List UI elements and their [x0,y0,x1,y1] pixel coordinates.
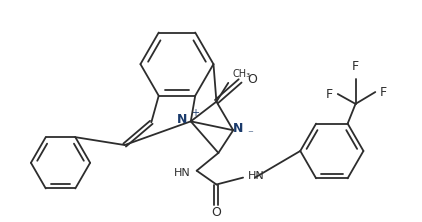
Text: F: F [380,85,387,99]
Text: F: F [326,87,333,101]
Text: ⁻: ⁻ [247,129,253,139]
Text: N: N [177,113,187,126]
Text: O: O [211,206,222,219]
Text: F: F [352,60,359,73]
Text: +: + [191,108,199,118]
Text: HN: HN [248,171,265,181]
Text: HN: HN [174,168,191,178]
Text: N: N [233,122,243,135]
Text: O: O [247,73,257,86]
Text: CH₃: CH₃ [232,69,250,79]
